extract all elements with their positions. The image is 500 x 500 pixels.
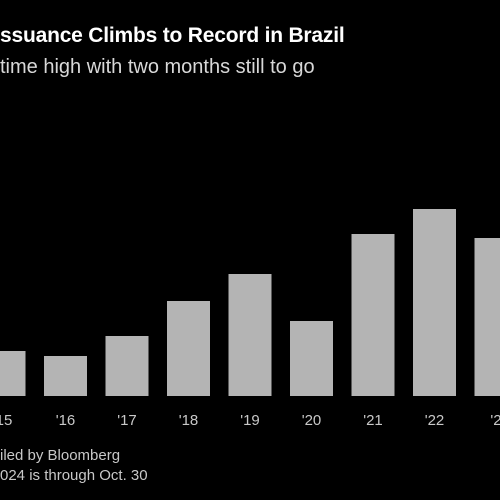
x-tick-label-4: '19 — [240, 412, 260, 429]
source-note: iled by Bloomberg — [0, 447, 121, 464]
bar-6 — [351, 234, 395, 396]
bar-1 — [44, 356, 87, 396]
x-tick-label-1: '16 — [56, 412, 76, 429]
bar-2 — [105, 336, 149, 396]
bars-group — [0, 209, 500, 396]
x-tick-label-8: '2 — [490, 412, 500, 429]
bar-3 — [167, 301, 210, 396]
chart-title: ssuance Climbs to Record in Brazil — [0, 24, 345, 47]
bar-0 — [0, 351, 26, 396]
bar-8 — [474, 238, 500, 396]
footnote: 024 is through Oct. 30 — [0, 467, 148, 484]
bar-7 — [413, 209, 456, 396]
x-tick-label-3: '18 — [179, 412, 199, 429]
x-tick-label-6: '21 — [363, 412, 383, 429]
x-tick-label-7: '22 — [425, 412, 445, 429]
x-tick-label-0: 15 — [0, 412, 12, 429]
x-tick-label-2: '17 — [117, 412, 137, 429]
chart-subtitle: time high with two months still to go — [0, 56, 315, 78]
x-tick-labels: 15 '16 '17 '18 '19 '20 '21 '22 '2 — [0, 412, 500, 429]
bar-4 — [228, 274, 272, 396]
x-tick-label-5: '20 — [302, 412, 322, 429]
bar-5 — [290, 321, 333, 396]
